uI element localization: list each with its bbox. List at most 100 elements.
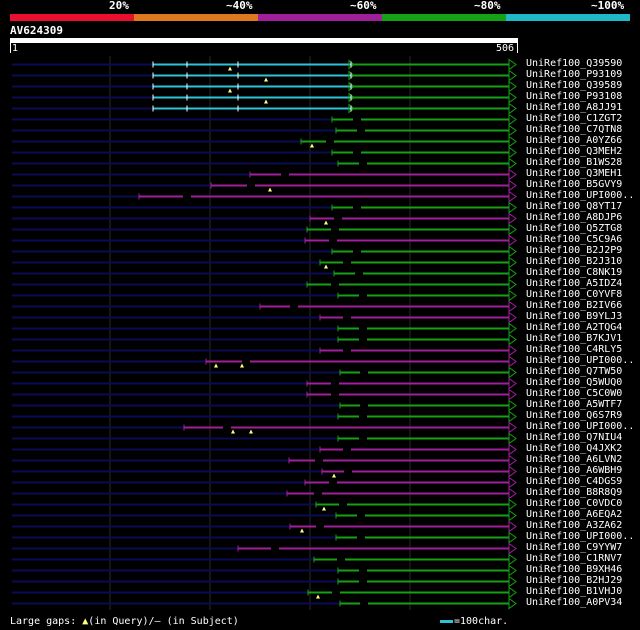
query-gap-marker-icon: [264, 77, 268, 82]
hit-label[interactable]: UniRef100_Q5ZTG8: [526, 223, 623, 234]
legend-segment: [258, 14, 382, 21]
hit-label[interactable]: UniRef100_B5GVY9: [526, 179, 623, 190]
hit-label[interactable]: UniRef100_B9XH46: [526, 564, 623, 575]
hit-label[interactable]: UniRef100_C5C0W0: [526, 388, 623, 399]
hit-label[interactable]: UniRef100_A3ZA62: [526, 520, 623, 531]
hit-label[interactable]: UniRef100_A8JJ91: [526, 102, 623, 113]
query-gap-marker-icon: [264, 99, 268, 104]
hit-end-arrow-icon: [508, 300, 517, 313]
hit-label[interactable]: UniRef100_Q39589: [526, 80, 623, 91]
hit-end-arrow-icon: [508, 498, 517, 511]
hit-end-arrow-icon: [508, 146, 517, 159]
query-gap-marker-icon: ▲: [82, 616, 89, 627]
hit-label[interactable]: UniRef100_Q3MEH1: [526, 168, 623, 179]
hit-end-arrow-icon: [508, 597, 517, 610]
hit-end-arrow-icon: [508, 344, 517, 357]
hit-label[interactable]: UniRef100_B7KJV1: [526, 333, 623, 344]
hit-end-arrow-icon: [508, 223, 517, 236]
hit-end-arrow-icon: [508, 168, 517, 181]
hit-label[interactable]: UniRef100_C9YYW7: [526, 542, 623, 553]
query-end-tick: [517, 43, 518, 53]
query-gap-marker-icon: [249, 429, 253, 434]
hit-end-arrow-icon: [508, 432, 517, 445]
hit-end-arrow-icon: [508, 69, 517, 82]
hit-label[interactable]: UniRef100_A5WTF7: [526, 399, 623, 410]
query-gap-marker-icon: [231, 429, 235, 434]
hit-label[interactable]: UniRef100_C1RNV7: [526, 553, 623, 564]
hit-label[interactable]: UniRef100_A2TQG4: [526, 322, 623, 333]
hit-label[interactable]: UniRef100_A8DJP6: [526, 212, 623, 223]
hit-label[interactable]: UniRef100_B8R8Q9: [526, 487, 623, 498]
query-gap-marker-icon: [324, 264, 328, 269]
hit-end-arrow-icon: [508, 399, 517, 412]
hit-label[interactable]: UniRef100_UPI000..: [526, 190, 635, 201]
identity-legend: 20% ~40% ~60% ~80% ~100%: [10, 0, 630, 22]
legend-segment: [10, 14, 134, 21]
hit-label[interactable]: UniRef100_B1WS28: [526, 157, 623, 168]
hit-label[interactable]: UniRef100_Q5WUQ0: [526, 377, 623, 388]
query-bar: [10, 38, 518, 43]
hit-label[interactable]: UniRef100_C8NK19: [526, 267, 623, 278]
legend-segment: [506, 14, 630, 21]
legend-segment-label: ~60%: [350, 0, 377, 12]
hit-label[interactable]: UniRef100_B9YLJ3: [526, 311, 623, 322]
hit-label[interactable]: UniRef100_C7QTN8: [526, 124, 623, 135]
hit-label[interactable]: UniRef100_C0VDC0: [526, 498, 623, 509]
hit-label[interactable]: UniRef100_B1VHJ0: [526, 586, 623, 597]
hit-label[interactable]: UniRef100_C1ZGT2: [526, 113, 623, 124]
legend-segment-label: ~100%: [591, 0, 625, 12]
hit-end-arrow-icon: [508, 410, 517, 423]
hit-label[interactable]: UniRef100_P93108: [526, 91, 623, 102]
hit-end-arrow-icon: [508, 278, 517, 291]
hit-label[interactable]: UniRef100_C5C9A6: [526, 234, 623, 245]
hit-label[interactable]: UniRef100_Q7TW50: [526, 366, 623, 377]
hit-label[interactable]: UniRef100_B2IV66: [526, 300, 623, 311]
hit-label[interactable]: UniRef100_B2J310: [526, 256, 623, 267]
hit-label[interactable]: UniRef100_A6WBH9: [526, 465, 623, 476]
legend-segment-label: ~40%: [226, 0, 253, 12]
hit-end-arrow-icon: [508, 234, 517, 247]
hit-end-arrow-icon: [508, 333, 517, 346]
hit-end-arrow-icon: [508, 212, 517, 225]
hit-end-arrow-icon: [508, 113, 517, 126]
gap-legend: Large gaps: ▲(in Query)/— (in Subject): [10, 616, 239, 627]
hit-end-arrow-icon: [508, 454, 517, 467]
hit-end-arrow-icon: [508, 366, 517, 379]
query-gap-text: (in Query)/: [88, 616, 155, 627]
subject-gap-marker-icon: —: [154, 616, 161, 627]
hit-label[interactable]: UniRef100_P93109: [526, 69, 623, 80]
hit-label[interactable]: UniRef100_UPI000..: [526, 531, 635, 542]
hit-label[interactable]: UniRef100_Q7NIU4: [526, 432, 623, 443]
subject-gap-text: (in Subject): [160, 616, 239, 627]
hit-label[interactable]: UniRef100_C0YVF8: [526, 289, 623, 300]
hit-label[interactable]: UniRef100_Q39590: [526, 58, 623, 69]
hit-label[interactable]: UniRef100_A6LVN2: [526, 454, 623, 465]
legend-segment-label: ~80%: [474, 0, 501, 12]
hit-label[interactable]: UniRef100_A0YZ66: [526, 135, 623, 146]
hit-label[interactable]: UniRef100_A5IDZ4: [526, 278, 623, 289]
hit-label[interactable]: UniRef100_B2HJ29: [526, 575, 623, 586]
hit-end-arrow-icon: [508, 509, 517, 522]
hit-end-arrow-icon: [508, 355, 517, 368]
hit-end-arrow-icon: [508, 80, 517, 93]
hit-end-arrow-icon: [508, 575, 517, 588]
hit-label[interactable]: UniRef100_UPI000..: [526, 421, 635, 432]
hit-label[interactable]: UniRef100_Q3MEH2: [526, 146, 623, 157]
query-gap-marker-icon: [332, 473, 336, 478]
hit-label[interactable]: UniRef100_B2J2P9: [526, 245, 623, 256]
hit-label[interactable]: UniRef100_UPI000..: [526, 355, 635, 366]
hit-label[interactable]: UniRef100_A6EQA2: [526, 509, 623, 520]
hit-end-arrow-icon: [508, 245, 517, 258]
hit-end-arrow-icon: [508, 201, 517, 214]
hit-end-arrow-icon: [508, 564, 517, 577]
hit-label[interactable]: UniRef100_A0PV34: [526, 597, 623, 608]
hit-label[interactable]: UniRef100_Q6S7R9: [526, 410, 623, 421]
legend-segment-label: 20%: [109, 0, 129, 12]
hit-label[interactable]: UniRef100_Q4JXK2: [526, 443, 623, 454]
query-gap-marker-icon: [316, 594, 320, 599]
hit-label[interactable]: UniRef100_Q8YT17: [526, 201, 623, 212]
hit-end-arrow-icon: [508, 91, 517, 104]
hit-label[interactable]: UniRef100_C4RLY5: [526, 344, 623, 355]
hit-label[interactable]: UniRef100_C4DGS9: [526, 476, 623, 487]
